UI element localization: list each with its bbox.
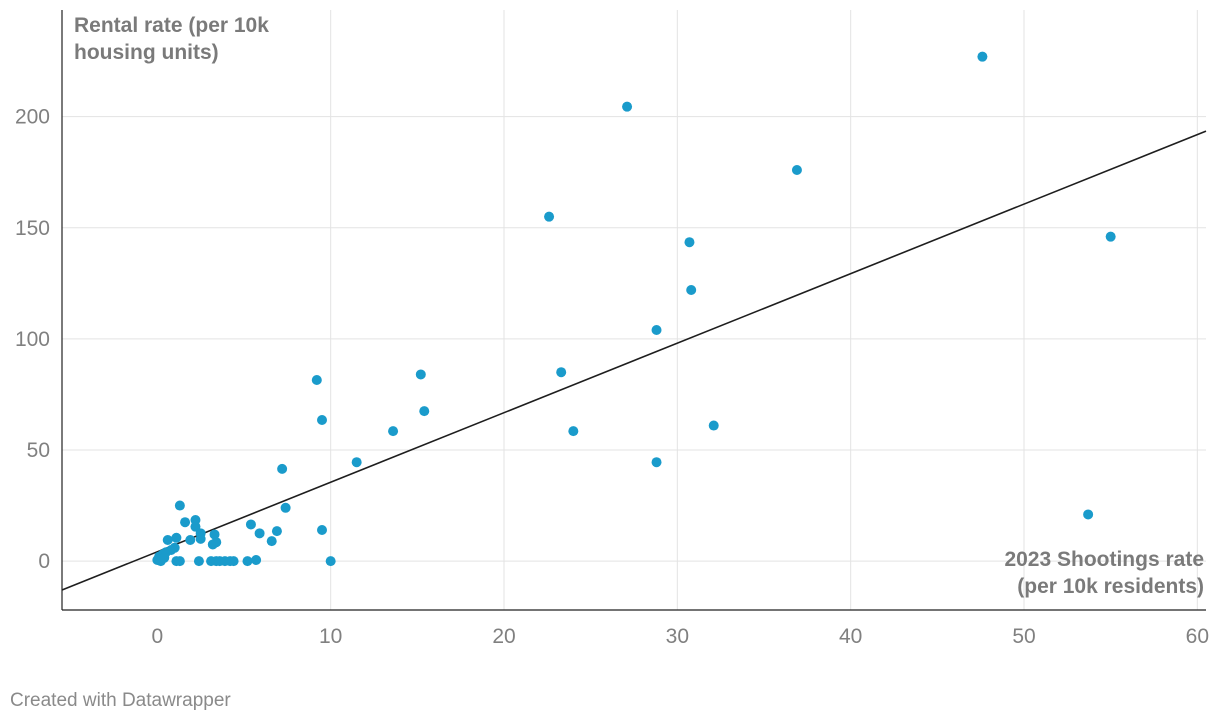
- data-point: [162, 535, 173, 545]
- data-point: [419, 406, 430, 417]
- data-point: [686, 285, 697, 295]
- data-point: [791, 165, 802, 175]
- grid-lines: [62, 10, 1206, 610]
- trend-line: [61, 130, 1207, 591]
- data-point: [228, 556, 239, 567]
- data-point: [174, 556, 185, 567]
- x-tick-label: 40: [839, 625, 862, 648]
- x-tick-label: 50: [1012, 625, 1035, 648]
- data-point: [277, 463, 288, 474]
- data-point: [311, 375, 322, 385]
- data-point: [684, 237, 695, 248]
- data-point: [242, 556, 253, 567]
- data-point: [977, 51, 988, 62]
- y-tick-label: 200: [15, 106, 50, 129]
- data-point: [207, 539, 218, 550]
- data-point: [651, 457, 662, 468]
- y-tick-label: 0: [38, 550, 50, 573]
- y-tick-label: 100: [15, 328, 50, 351]
- data-point: [254, 528, 265, 539]
- y-tick-label: 150: [15, 217, 50, 240]
- data-point: [174, 500, 185, 511]
- data-point: [317, 415, 327, 425]
- axes: [61, 10, 1206, 611]
- x-axis-title-line-1: 2023 Shootings rate: [1004, 548, 1204, 571]
- data-point: [325, 556, 336, 567]
- axis-titles: Rental rate (per 10k housing units) 2023…: [74, 14, 1204, 598]
- data-point: [568, 426, 579, 437]
- data-point: [280, 502, 291, 513]
- data-point: [271, 526, 282, 537]
- data-point: [266, 536, 277, 547]
- datawrapper-credit: Created with Datawrapper: [10, 690, 231, 711]
- data-point: [1105, 231, 1116, 242]
- x-tick-label: 10: [319, 625, 342, 648]
- data-point: [317, 525, 327, 535]
- data-point: [622, 101, 633, 112]
- trend-line-layer: [61, 130, 1207, 591]
- data-point: [155, 556, 166, 567]
- y-axis-title-line-2: housing units): [74, 41, 219, 64]
- data-point: [651, 325, 662, 335]
- y-axis-title-line-1: Rental rate (per 10k: [74, 14, 269, 37]
- x-tick-label: 0: [151, 625, 163, 648]
- data-point: [171, 532, 182, 543]
- data-point: [180, 517, 191, 528]
- data-point: [193, 556, 204, 567]
- data-point: [556, 367, 567, 378]
- data-point: [185, 535, 196, 545]
- data-point: [209, 529, 220, 540]
- tick-labels: 0 10 20 30 40 50 60 0 50 100 150 200: [15, 106, 1209, 648]
- data-points: [152, 51, 1116, 567]
- x-axis-title-line-2: (per 10k residents): [1017, 575, 1204, 598]
- data-point: [415, 369, 426, 380]
- data-point: [351, 457, 362, 468]
- data-point: [1083, 509, 1094, 520]
- data-point: [245, 519, 256, 530]
- x-tick-label: 30: [666, 625, 689, 648]
- x-tick-label: 60: [1186, 625, 1209, 648]
- data-point: [195, 533, 206, 544]
- x-tick-label: 20: [492, 625, 515, 648]
- data-point: [251, 555, 262, 565]
- data-point: [388, 426, 399, 437]
- data-point: [544, 211, 555, 222]
- data-point: [708, 420, 719, 431]
- y-tick-label: 50: [27, 439, 50, 462]
